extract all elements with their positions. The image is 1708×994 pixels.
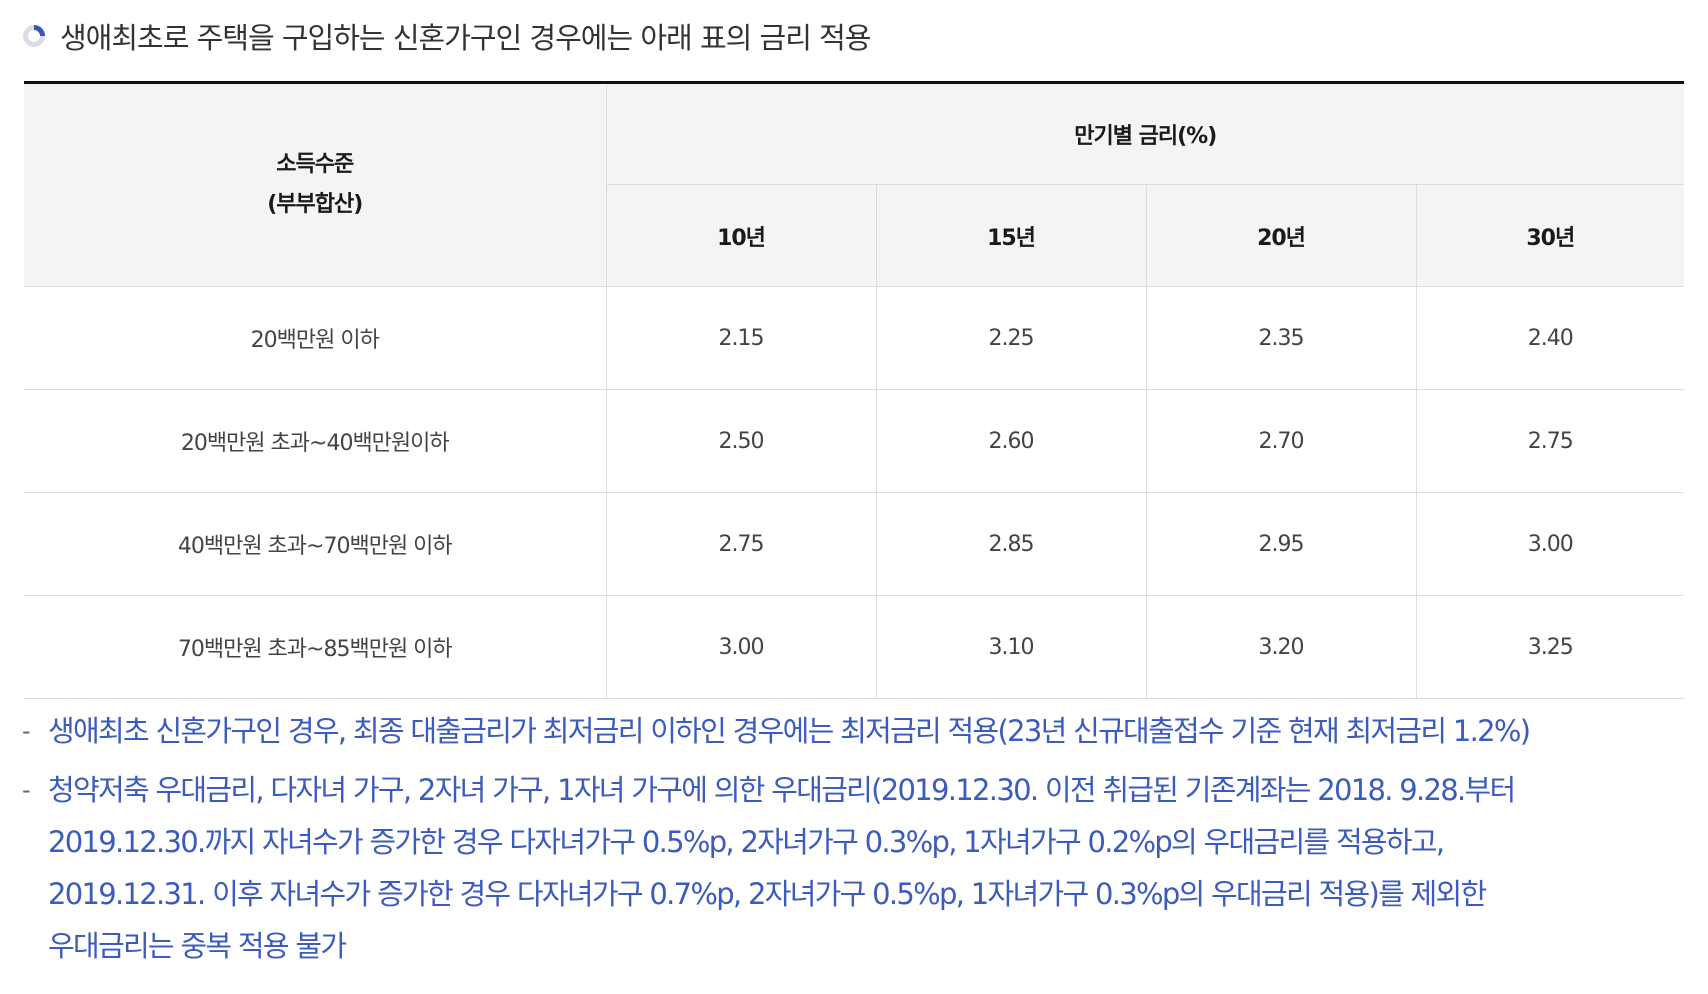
table-row: 70백만원 초과~85백만원 이하 3.00 3.10 3.20 3.25 (24, 595, 1685, 699)
note-line: 2019.12.30.까지 자녀수가 증가한 경우 다자녀가구 0.5%p, 2… (48, 825, 1445, 859)
income-cell: 20백만원 초과~40백만원이하 (24, 389, 607, 493)
progress-circle-icon (23, 25, 45, 47)
note-text: 청약저축 우대금리, 다자녀 가구, 2자녀 가구, 1자녀 가구에 의한 우대… (48, 764, 1692, 972)
income-header-line1: 소득수준 (276, 152, 354, 177)
income-cell: 40백만원 초과~70백만원 이하 (24, 492, 607, 596)
note-line: 청약저축 우대금리, 다자녀 가구, 2자녀 가구, 1자녀 가구에 의한 우대… (48, 773, 1516, 807)
rate-cell: 3.25 (1415, 595, 1685, 699)
term-header-15y: 15년 (875, 184, 1147, 287)
rate-cell: 2.40 (1415, 286, 1685, 390)
table-row: 20백만원 이하 2.15 2.25 2.35 2.40 (24, 286, 1685, 390)
rate-cell: 2.35 (1145, 286, 1417, 390)
rate-cell: 3.10 (875, 595, 1147, 699)
rate-cell: 2.50 (605, 389, 877, 493)
note-preferential-rate: - 청약저축 우대금리, 다자녀 가구, 2자녀 가구, 1자녀 가구에 의한 … (22, 764, 1692, 972)
note-dash: - (22, 717, 31, 745)
term-header-30y: 30년 (1415, 184, 1685, 287)
note-line: 생애최초 신혼가구인 경우, 최종 대출금리가 최저금리 이하인 경우에는 최저… (48, 714, 1531, 748)
note-text: 생애최초 신혼가구인 경우, 최종 대출금리가 최저금리 이하인 경우에는 최저… (48, 705, 1692, 757)
income-level-header: 소득수준 (부부합산) (24, 82, 607, 287)
term-header-10y: 10년 (605, 184, 877, 287)
note-line: 우대금리는 중복 적용 불가 (48, 929, 347, 963)
note-min-rate: - 생애최초 신혼가구인 경우, 최종 대출금리가 최저금리 이하인 경우에는 … (22, 705, 1692, 757)
rate-cell: 2.95 (1145, 492, 1417, 596)
rate-cell: 2.85 (875, 492, 1147, 596)
rate-cell: 2.60 (875, 389, 1147, 493)
rate-cell: 3.00 (1415, 492, 1685, 596)
rate-cell: 2.75 (605, 492, 877, 596)
rate-cell: 2.15 (605, 286, 877, 390)
table-row: 40백만원 초과~70백만원 이하 2.75 2.85 2.95 3.00 (24, 492, 1685, 596)
notes-list: - 생애최초 신혼가구인 경우, 최종 대출금리가 최저금리 이하인 경우에는 … (22, 705, 1692, 979)
note-dash: - (22, 776, 31, 804)
term-header-20y: 20년 (1145, 184, 1417, 287)
rate-by-term-header: 만기별 금리(%) (605, 82, 1685, 185)
note-line: 2019.12.31. 이후 자녀수가 증가한 경우 다자녀가구 0.7%p, … (48, 877, 1487, 911)
rate-cell: 3.00 (605, 595, 877, 699)
income-cell: 20백만원 이하 (24, 286, 607, 390)
table-body: 20백만원 이하 2.15 2.25 2.35 2.40 20백만원 초과~40… (24, 286, 1685, 699)
section-heading-text: 생애최초로 주택을 구입하는 신혼가구인 경우에는 아래 표의 금리 적용 (60, 21, 871, 55)
table-header: 소득수준 (부부합산) 만기별 금리(%) 10년 15년 20년 30년 (24, 82, 1685, 287)
income-header-line2: (부부합산) (267, 192, 363, 217)
rate-cell: 3.20 (1145, 595, 1417, 699)
income-cell: 70백만원 초과~85백만원 이하 (24, 595, 607, 699)
interest-rate-table: 소득수준 (부부합산) 만기별 금리(%) 10년 15년 20년 30년 20… (24, 81, 1685, 699)
rate-cell: 2.25 (875, 286, 1147, 390)
rate-cell: 2.70 (1145, 389, 1417, 493)
rate-cell: 2.75 (1415, 389, 1685, 493)
section-heading: 생애최초로 주택을 구입하는 신혼가구인 경우에는 아래 표의 금리 적용 (22, 14, 871, 58)
table-row: 20백만원 초과~40백만원이하 2.50 2.60 2.70 2.75 (24, 389, 1685, 493)
